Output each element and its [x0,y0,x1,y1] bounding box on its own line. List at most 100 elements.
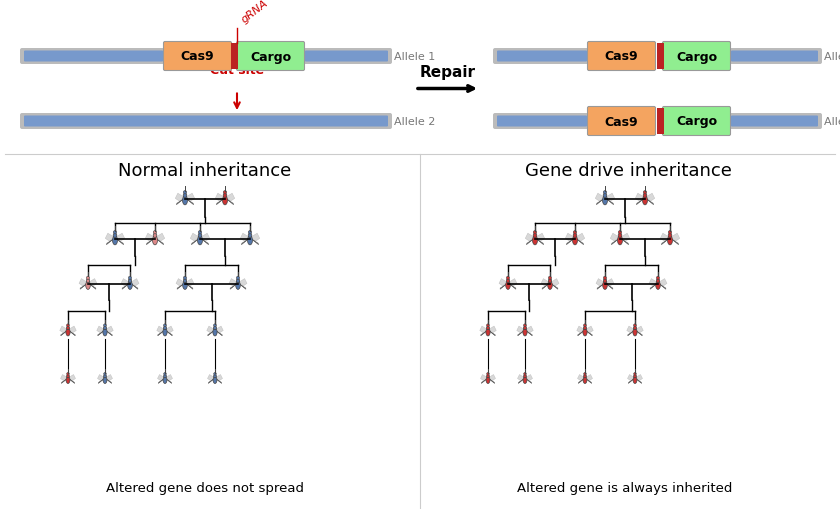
FancyBboxPatch shape [497,51,587,59]
Ellipse shape [633,377,637,384]
Polygon shape [649,279,658,286]
Circle shape [183,277,186,280]
Ellipse shape [603,279,606,283]
Polygon shape [215,375,223,381]
Ellipse shape [618,234,622,238]
Ellipse shape [548,281,552,290]
Polygon shape [190,234,200,241]
Circle shape [154,231,157,235]
Bar [657,109,664,135]
FancyBboxPatch shape [164,42,232,71]
Ellipse shape [163,329,167,336]
Ellipse shape [656,281,660,290]
Ellipse shape [183,279,186,283]
FancyBboxPatch shape [727,49,822,65]
FancyBboxPatch shape [301,49,392,65]
Polygon shape [596,279,605,286]
Ellipse shape [668,236,673,245]
FancyBboxPatch shape [24,51,163,59]
Ellipse shape [602,196,607,206]
Circle shape [213,324,217,327]
Polygon shape [596,194,605,202]
Circle shape [533,231,537,235]
Polygon shape [610,234,620,241]
Circle shape [643,191,647,194]
Circle shape [603,191,606,194]
Ellipse shape [223,196,228,206]
Polygon shape [525,375,533,381]
Polygon shape [578,375,585,381]
Polygon shape [185,279,194,286]
Polygon shape [207,375,215,381]
Polygon shape [660,234,670,241]
Ellipse shape [573,234,577,238]
Circle shape [66,373,69,375]
Text: gRNA: gRNA [239,0,270,25]
Ellipse shape [248,234,252,238]
Polygon shape [60,326,68,333]
Circle shape [656,277,659,280]
Ellipse shape [66,326,70,330]
Polygon shape [565,234,575,241]
Ellipse shape [617,236,622,245]
Polygon shape [215,326,223,333]
Polygon shape [121,279,130,286]
Ellipse shape [66,329,70,336]
Polygon shape [176,279,185,286]
Polygon shape [585,326,593,333]
Ellipse shape [236,279,239,283]
Polygon shape [60,375,68,381]
Polygon shape [620,234,630,241]
Circle shape [523,373,527,375]
Polygon shape [645,194,654,202]
Circle shape [103,324,107,327]
Text: Cas9: Cas9 [605,50,638,64]
Polygon shape [605,279,614,286]
Ellipse shape [197,236,202,245]
Polygon shape [480,326,488,333]
Ellipse shape [103,375,107,378]
FancyBboxPatch shape [20,49,167,65]
FancyBboxPatch shape [497,120,587,127]
Polygon shape [79,279,88,286]
Text: Cargo: Cargo [250,50,291,64]
FancyBboxPatch shape [24,55,163,63]
Ellipse shape [507,279,510,283]
Polygon shape [225,194,234,202]
Text: Normal inheritance: Normal inheritance [118,162,291,180]
Circle shape [164,324,166,327]
Ellipse shape [486,377,490,384]
Text: Cut site: Cut site [210,64,264,77]
Polygon shape [499,279,508,286]
Polygon shape [670,234,680,241]
Ellipse shape [248,236,253,245]
Polygon shape [525,234,535,241]
Ellipse shape [153,234,157,238]
Ellipse shape [182,196,187,206]
Circle shape [574,231,577,235]
Polygon shape [575,234,585,241]
Ellipse shape [164,375,166,378]
Circle shape [584,324,586,327]
Ellipse shape [549,279,552,283]
Circle shape [633,324,637,327]
FancyBboxPatch shape [663,42,731,71]
Polygon shape [88,279,97,286]
Ellipse shape [164,326,166,330]
Ellipse shape [584,375,586,378]
Ellipse shape [103,329,107,336]
Text: Cas9: Cas9 [181,50,214,64]
FancyBboxPatch shape [731,116,818,123]
Ellipse shape [523,375,527,378]
FancyBboxPatch shape [24,120,388,127]
Polygon shape [658,279,667,286]
Circle shape [523,324,527,327]
Polygon shape [585,375,592,381]
Ellipse shape [573,236,577,245]
Circle shape [584,373,586,375]
Ellipse shape [533,236,538,245]
Circle shape [87,277,90,280]
Polygon shape [165,326,173,333]
Polygon shape [517,326,525,333]
Polygon shape [525,326,533,333]
